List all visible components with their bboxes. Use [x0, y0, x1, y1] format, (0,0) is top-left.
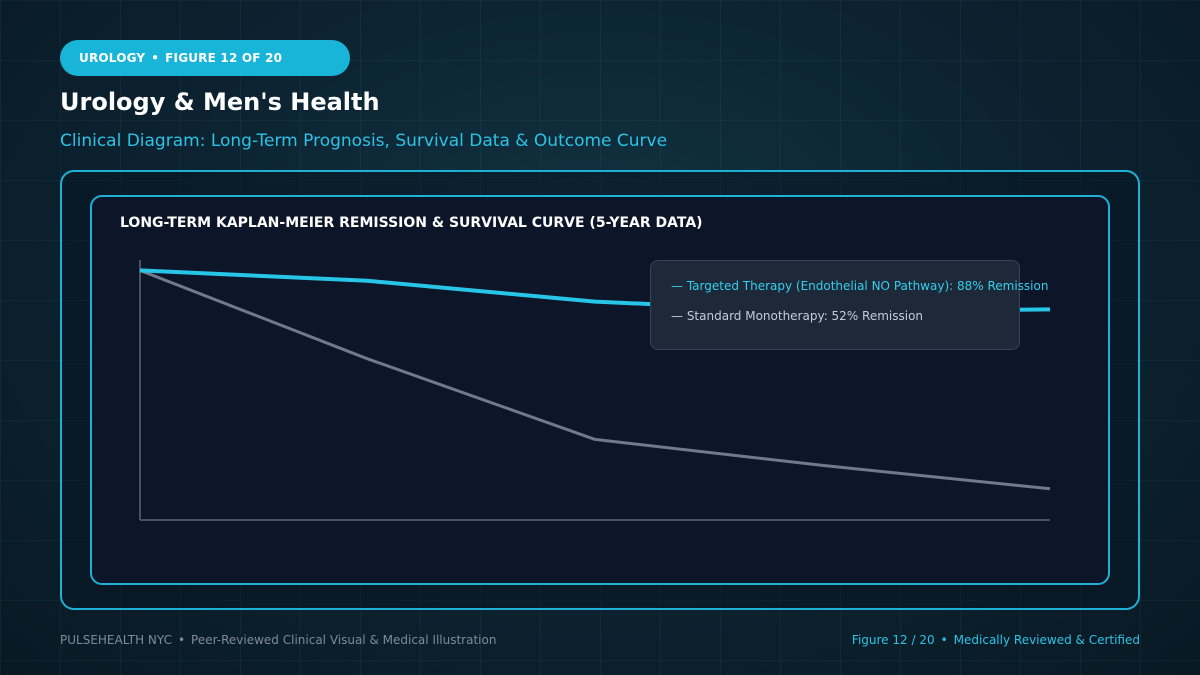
footer-brand: PULSEHEALTH NYC: [60, 633, 172, 647]
footer-right: Figure 12 / 20 • Medically Reviewed & Cert…: [852, 633, 1140, 647]
series-line-standard-monotherapy: [139, 269, 1051, 491]
footer-right-text: Medically Reviewed & Certified: [953, 633, 1140, 647]
footer-left: PULSEHEALTH NYC • Peer-Reviewed Clinical V…: [60, 633, 496, 647]
category-badge: UROLOGY • FIGURE 12 OF 20: [60, 40, 350, 76]
badge-separator: •: [151, 51, 160, 65]
legend-item-standard-monotherapy: — Standard Monotherapy: 52% Remission: [671, 309, 924, 323]
badge-category: UROLOGY: [79, 51, 146, 65]
chart-legend: — Targeted Therapy (Endothelial NO Pathw…: [650, 260, 1048, 350]
footer-left-text: Peer-Reviewed Clinical Visual & Medical …: [191, 633, 497, 647]
chart-title: LONG-TERM KAPLAN-MEIER REMISSION & SURVI…: [120, 215, 703, 231]
footer-right-separator: •: [940, 633, 948, 647]
badge-figure: FIGURE 12 OF 20: [165, 51, 283, 65]
footer-figure: Figure 12 / 20: [851, 633, 935, 647]
page-subtitle: Clinical Diagram: Long-Term Prognosis, S…: [60, 131, 668, 151]
page-title: Urology & Men's Health: [60, 88, 380, 116]
footer-left-separator: •: [177, 633, 186, 647]
legend-item-targeted-therapy: — Targeted Therapy (Endothelial NO Pathw…: [671, 279, 1049, 293]
